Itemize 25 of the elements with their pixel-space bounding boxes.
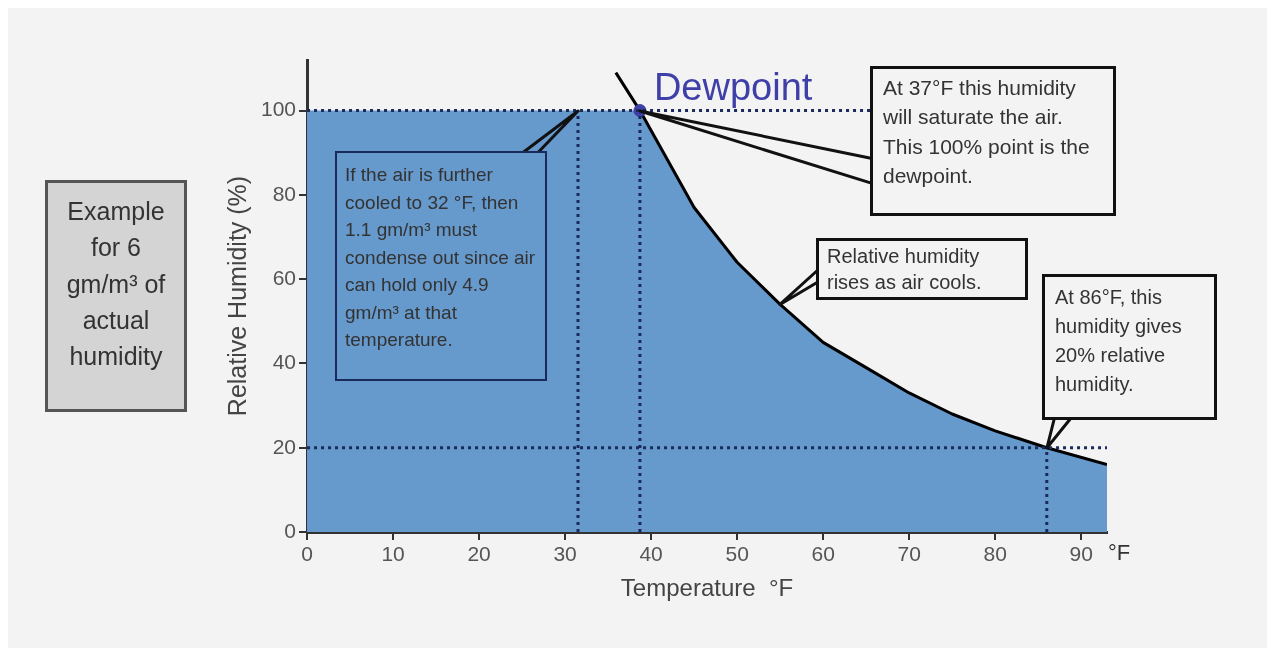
x-tick-label: 30 — [553, 542, 577, 566]
y-tick-label: 20 — [272, 434, 297, 458]
x-tick-label: 80 — [983, 542, 1007, 566]
y-tick-label: 60 — [272, 265, 297, 289]
y-tick-label: 80 — [272, 181, 297, 205]
callout-box: At 37°F this humidity will saturate the air. This 100% point is the dewpoint. — [870, 66, 1116, 216]
x-tick-label: 70 — [897, 542, 921, 566]
y-tick-label: 100 — [260, 97, 297, 121]
x-tick-label: 0 — [301, 542, 313, 566]
y-axis-title: Relative Humidity (%) — [222, 175, 251, 417]
x-tick-label: 20 — [467, 542, 491, 566]
x-tick-label: 60 — [811, 542, 835, 566]
x-tick-label: 90 — [1069, 542, 1093, 566]
y-tick-label: 40 — [272, 350, 297, 374]
text: °F — [1108, 540, 1132, 567]
x-tick-label: 50 — [725, 542, 749, 566]
x-tick-label: 40 — [639, 542, 663, 566]
callout-box: At 86°F, this humidity gives 20% relative humidity. — [1042, 274, 1217, 420]
callout-box: Relative humidity rises as air cools. — [816, 238, 1028, 300]
x-axis-title: Temperature °F — [620, 574, 794, 602]
x-tick-label: 10 — [381, 542, 405, 566]
y-tick-label: 0 — [284, 518, 297, 542]
callout-box: If the air is further cooled to 32 °F, then 1.1 gm/m³ must condense out since air can hold only 4.9 gm/m³ at that temperature. — [335, 151, 547, 381]
series-label: Dewpoint — [653, 66, 813, 109]
callout-box: Example for 6 gm/m³ of actual humidity — [45, 180, 187, 412]
